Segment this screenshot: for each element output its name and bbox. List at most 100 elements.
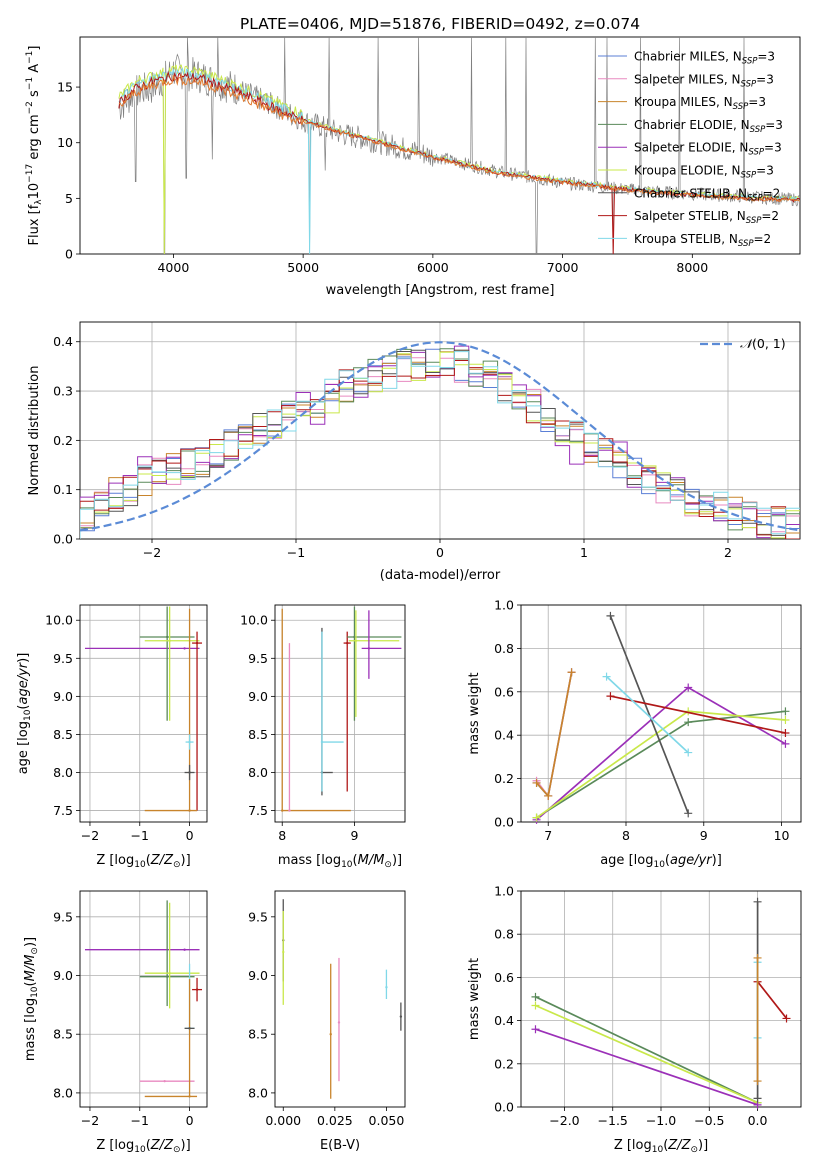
data-point: [281, 809, 284, 812]
data-point: [282, 950, 285, 954]
y-axis-label: Normed distribution: [27, 366, 42, 496]
weight-vs-age-data: [532, 611, 790, 824]
y-tick-label: 8.5: [248, 727, 268, 742]
data-point: [163, 1079, 166, 1083]
weight-line: [535, 672, 573, 799]
data-point: [188, 1027, 191, 1030]
y-tick-label: 0.8: [494, 641, 514, 656]
x-axis-label: age [log10(age/yr)]: [600, 853, 722, 870]
data-point: [188, 740, 191, 744]
x-axis-label: Z [log10(Z/Z⊙)]: [96, 1138, 190, 1155]
plus-marker: [753, 1077, 762, 1086]
plus-marker: [684, 748, 693, 757]
y-tick-label: 9.0: [53, 968, 73, 983]
y-tick-label: 0.0: [494, 815, 514, 830]
axes-frame: [274, 890, 406, 1108]
legend-label: Chabrier STELIB, NSSP=2: [634, 186, 780, 203]
weight-line: [535, 1028, 758, 1106]
x-tick-label: 0.025: [317, 1113, 353, 1128]
axes-frame: [79, 604, 208, 823]
mass-vs-ebv-panel: 0.000 0.025 0.050 8.0 8.5 9.0 9.5 E(B-V): [248, 890, 406, 1153]
plus-marker: [684, 718, 693, 727]
legend-label: Kroupa MILES, NSSP=3: [634, 95, 766, 112]
x-tick-label: 0.000: [265, 1113, 301, 1128]
data-point: [329, 1033, 332, 1036]
histogram-step: [80, 351, 800, 539]
weight-line: [606, 675, 689, 754]
plus-marker: [602, 672, 611, 681]
legend-label: Kroupa STELIB, NSSP=2: [634, 232, 771, 249]
x-tick-label: 0: [186, 1113, 194, 1128]
x-tick-label: 0: [436, 545, 444, 560]
x-tick-label: −2: [143, 545, 161, 560]
y-tick-label: 7.5: [53, 803, 73, 818]
y-tick-label: 10: [57, 135, 73, 150]
y-tick-label: 8.0: [53, 1085, 73, 1100]
plus-marker: [781, 707, 790, 716]
y-tick-label: 0.6: [494, 684, 514, 699]
data-point: [188, 809, 191, 812]
plus-marker: [606, 692, 615, 701]
weight-vs-z-panel: −2.0 −1.5 −1.0 −0.5 0.0 0.0 0.2 0.4 0.6 0.8 1.0 Z […: [467, 884, 802, 1155]
x-tick-label: 5000: [287, 260, 319, 275]
x-tick-label: −0.5: [694, 1113, 724, 1128]
x-tick-label: 0.0: [748, 1113, 768, 1128]
plus-marker: [531, 1025, 540, 1034]
data-point: [354, 639, 358, 642]
x-tick-label: −1: [131, 828, 149, 843]
legend: Chabrier MILES, NSSP=3 Salpeter MILES, NS…: [598, 50, 783, 249]
data-point: [320, 740, 324, 744]
data-point: [188, 1095, 191, 1098]
y-tick-label: 8.0: [248, 765, 268, 780]
plus-marker: [684, 683, 693, 692]
y-tick-label: 0.0: [53, 532, 73, 547]
legend-label: Chabrier MILES, NSSP=3: [634, 50, 775, 67]
x-tick-label: −1: [131, 1113, 149, 1128]
y-tick-label: 8.0: [248, 1085, 268, 1100]
x-tick-label: 0.050: [369, 1113, 405, 1128]
age-vs-z-panel: −2 −1 0 7.5 8.0 8.5 9.0 9.5 10.0 Z [log10(Z/Z⊙)] a…: [16, 604, 208, 870]
spectrum-panel: 4000 5000 6000 7000 8000 0 5 10 15 wavelength [An…: [25, 36, 801, 298]
y-tick-label: 7.5: [248, 803, 268, 818]
x-tick-label: −2: [81, 1113, 99, 1128]
x-tick-label: 1: [580, 545, 588, 560]
data-point: [399, 1015, 403, 1018]
y-axis-label: Flux [fλ10−17 erg cm−2 s−1 A−1]: [25, 46, 44, 246]
y-tick-label: 0.4: [494, 1013, 514, 1028]
weight-line: [609, 615, 689, 814]
x-tick-label: 10: [774, 828, 790, 843]
y-tick-label: 10.0: [240, 613, 268, 628]
residuals-panel: −2 −1 0 1 2 0.0 0.1 0.2 0.3 0.4 𝒩(0, 1) (data-model…: [27, 321, 801, 583]
legend-label: Salpeter STELIB, NSSP=2: [634, 209, 779, 226]
plus-marker: [781, 739, 790, 748]
x-tick-label: −2.0: [549, 1113, 579, 1128]
x-axis-label: E(B-V): [320, 1138, 360, 1153]
data-point: [353, 635, 356, 639]
weight-line: [535, 672, 573, 798]
x-axis-label: mass [log10(M/M⊙)]: [278, 853, 402, 870]
x-tick-label: −1.5: [598, 1113, 628, 1128]
y-tick-label: 10.0: [45, 613, 73, 628]
plus-marker: [781, 729, 790, 738]
y-tick-label: 5: [65, 191, 73, 206]
y-tick-label: 0.1: [53, 482, 73, 497]
y-tick-label: 9.0: [53, 689, 73, 704]
y-tick-label: 0.3: [53, 384, 73, 399]
x-tick-label: −1: [287, 545, 305, 560]
axes-frame: [79, 36, 801, 255]
age-vs-mass-data: [281, 606, 402, 812]
plus-marker: [532, 813, 541, 822]
weight-vs-z-data: [531, 897, 791, 1109]
mass-vs-ebv-data: [282, 899, 403, 1099]
plus-marker: [782, 1014, 791, 1023]
mass-vs-z-data: [84, 900, 203, 1098]
data-point: [346, 641, 349, 645]
x-tick-label: 0: [186, 828, 194, 843]
data-point: [195, 641, 199, 645]
axes-frame: [520, 604, 802, 823]
y-axis-label: mass weight: [467, 672, 482, 754]
x-tick-label: −1.0: [646, 1113, 676, 1128]
normal-curve: [80, 341, 800, 532]
